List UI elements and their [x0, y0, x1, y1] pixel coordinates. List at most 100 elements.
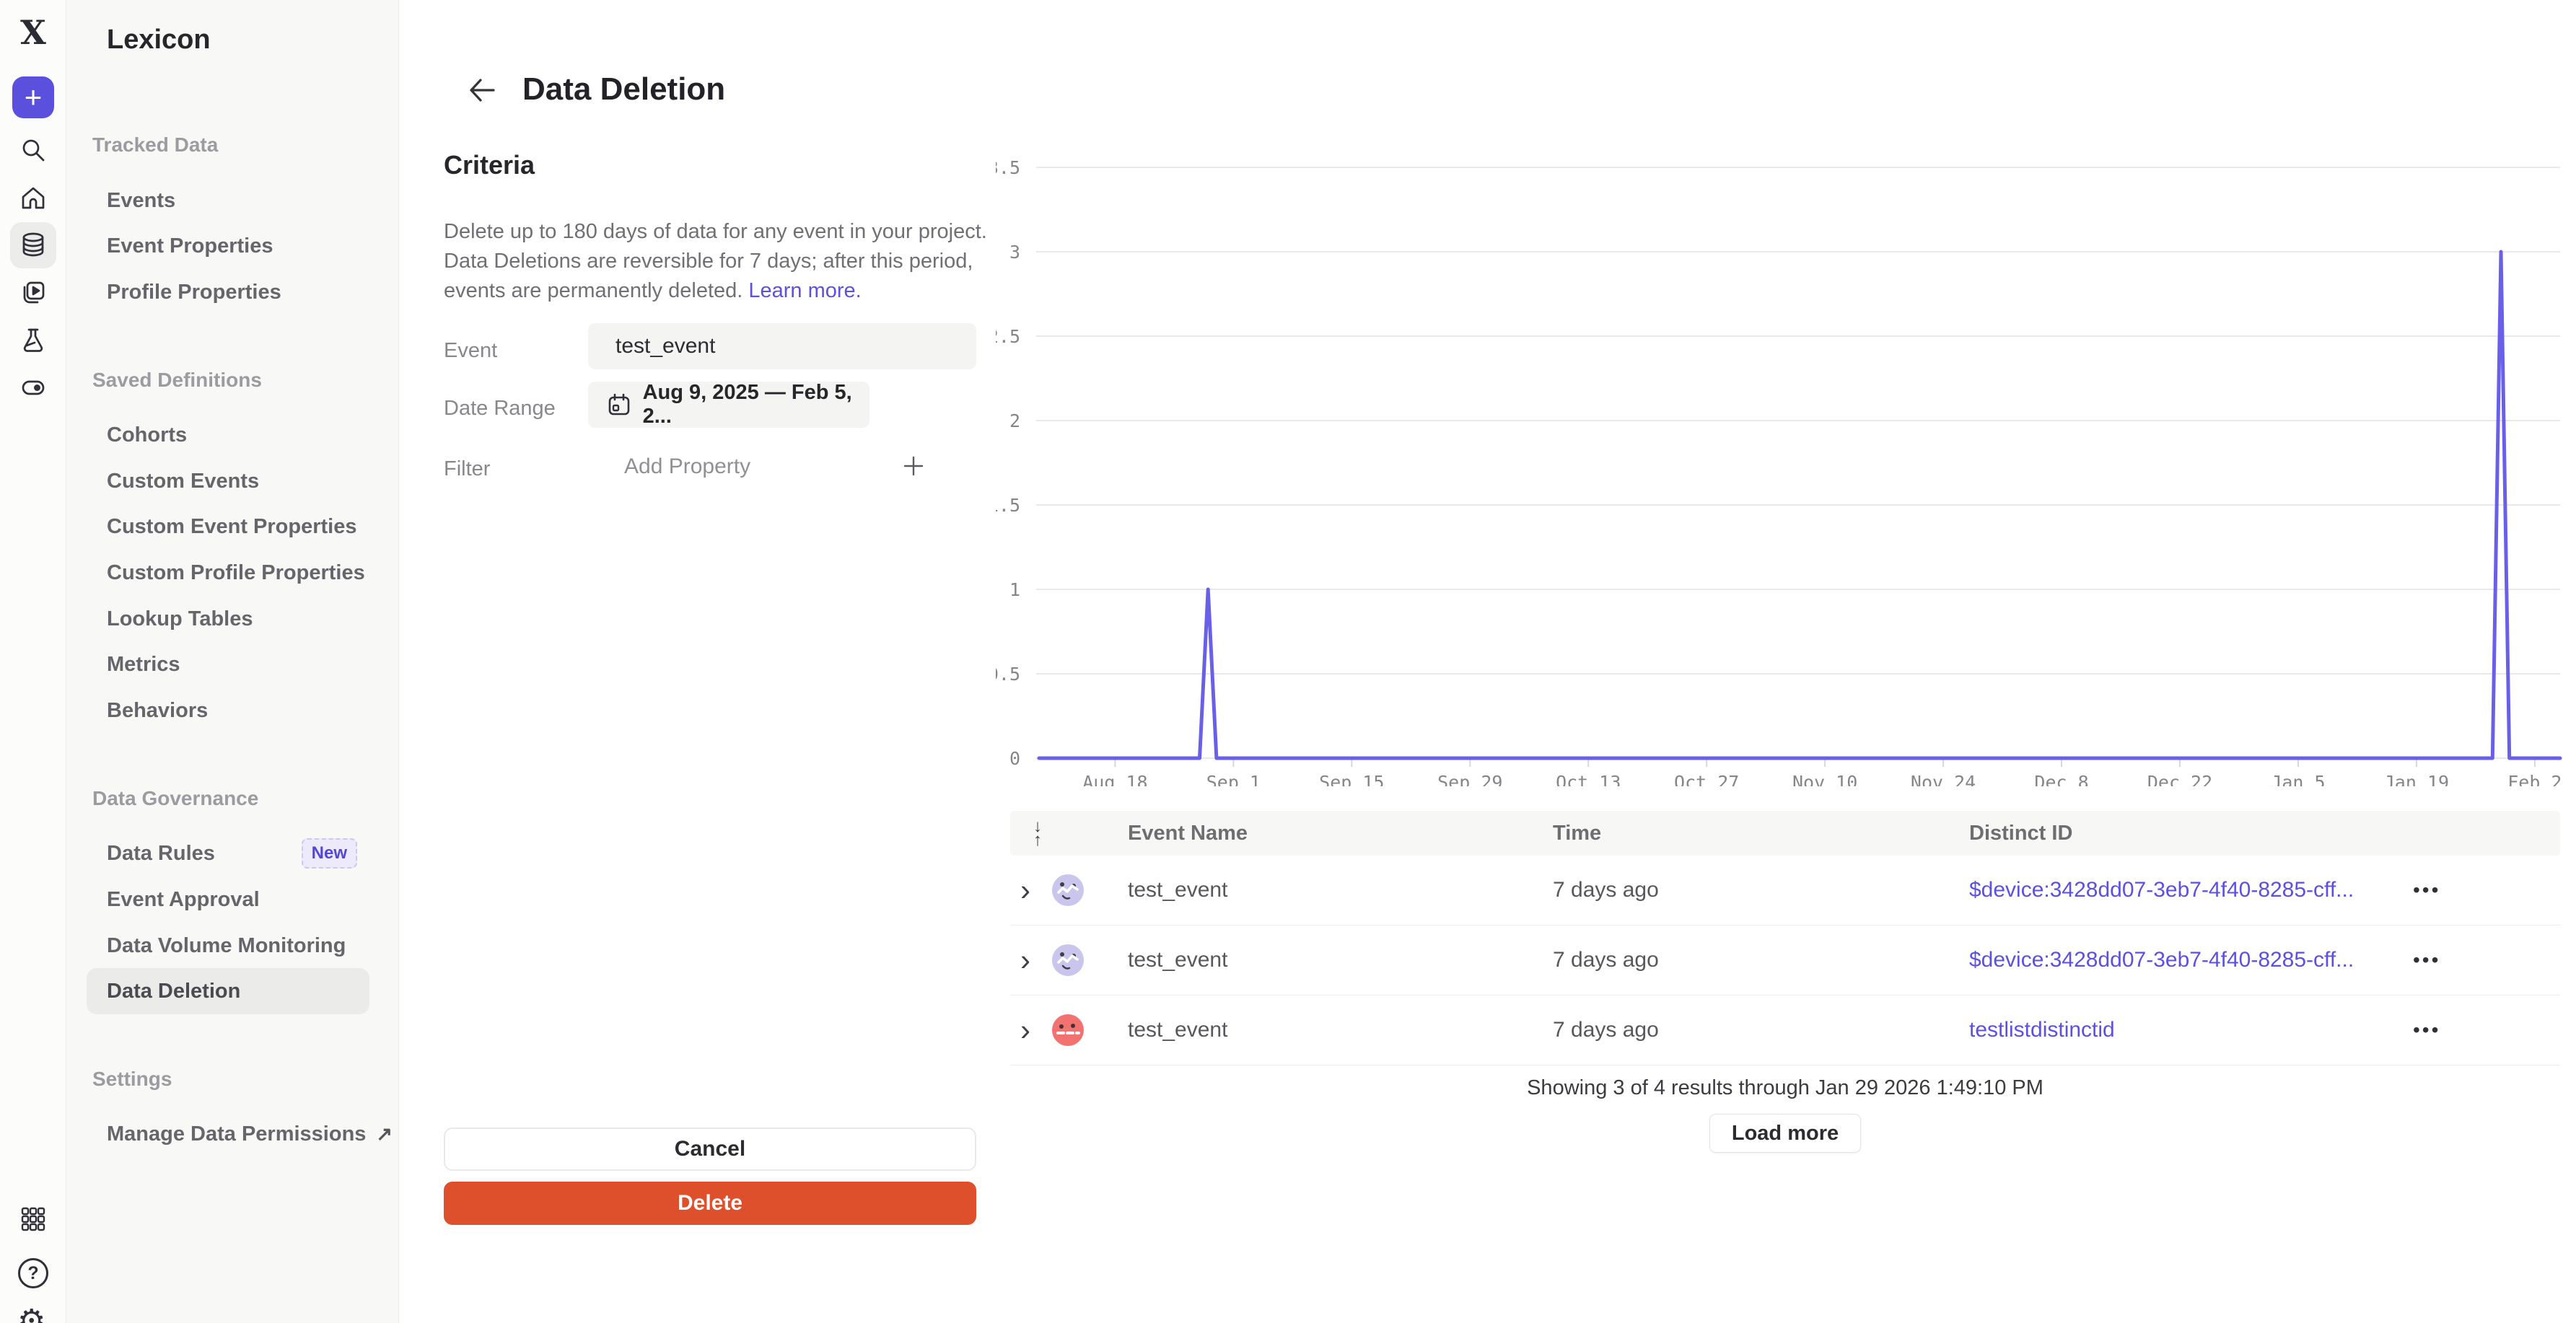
- feature-flags-toggle-icon[interactable]: [17, 372, 49, 404]
- svg-text:0: 0: [1009, 748, 1020, 769]
- add-property-placeholder[interactable]: Add Property: [624, 454, 751, 478]
- column-header-event-name: Event Name: [1128, 821, 1248, 845]
- search-icon[interactable]: [17, 134, 49, 166]
- sidebar-item-event-properties[interactable]: Event Properties: [107, 234, 273, 258]
- sidebar-item-data-volume-monitoring[interactable]: Data Volume Monitoring: [107, 934, 346, 957]
- sidebar-item-metrics[interactable]: Metrics: [107, 653, 180, 676]
- svg-text:Oct 13: Oct 13: [1556, 772, 1621, 786]
- results-summary: Showing 3 of 4 results through Jan 29 20…: [1527, 1076, 2043, 1099]
- distinct-id-link[interactable]: testlistdistinctid: [1969, 1018, 2115, 1042]
- table-row[interactable]: › test_event 7 days ago testlistdistinct…: [1010, 995, 2560, 1065]
- mixpanel-logo-icon: X: [20, 13, 46, 52]
- sidebar-item-custom-profile-properties[interactable]: Custom Profile Properties: [107, 561, 365, 584]
- row-more-button[interactable]: •••: [2413, 949, 2441, 971]
- criteria-heading: Criteria: [444, 150, 535, 180]
- table-row[interactable]: › test_event 7 days ago $device:3428dd07…: [1010, 926, 2560, 995]
- new-badge: New: [301, 838, 357, 869]
- svg-text:Oct 27: Oct 27: [1674, 772, 1739, 786]
- row-more-button[interactable]: •••: [2413, 879, 2441, 901]
- cancel-button[interactable]: Cancel: [444, 1128, 976, 1171]
- plus-icon: [903, 456, 924, 476]
- section-tracked-data: Tracked Data: [92, 133, 219, 156]
- external-link-icon: ↗: [376, 1123, 393, 1145]
- filter-field-label: Filter: [444, 457, 491, 480]
- home-icon[interactable]: [17, 183, 49, 214]
- sidebar-item-profile-properties[interactable]: Profile Properties: [107, 281, 281, 304]
- create-new-button[interactable]: +: [12, 76, 54, 118]
- svg-text:2.5: 2.5: [996, 326, 1020, 347]
- event-avatar-red: [1052, 1014, 1084, 1046]
- experiments-flask-icon[interactable]: [17, 324, 49, 356]
- event-name-cell: test_event: [1128, 948, 1228, 972]
- sidebar-item-custom-event-properties[interactable]: Custom Event Properties: [107, 515, 357, 538]
- event-time-cell: 7 days ago: [1553, 1018, 1659, 1042]
- sidebar-title: Lexicon: [107, 25, 211, 55]
- svg-text:Nov 10: Nov 10: [1792, 772, 1857, 786]
- event-volume-chart: 0 0.5 1 1.5 2 2.5 3 3.5 Aug 18 Sep 1 Sep 15 Sep 29 O…: [988, 151, 2569, 793]
- svg-text:Sep 1: Sep 1: [1206, 772, 1261, 786]
- svg-text:Sep 29: Sep 29: [1437, 772, 1502, 786]
- svg-text:Jan 5: Jan 5: [2271, 772, 2325, 786]
- date-range-picker[interactable]: Aug 9, 2025 — Feb 5, 2...: [588, 381, 869, 428]
- plus-icon: +: [24, 80, 43, 114]
- add-filter-button[interactable]: [899, 452, 928, 480]
- sidebar-item-behaviors[interactable]: Behaviors: [107, 699, 209, 722]
- sidebar-item-events[interactable]: Events: [107, 189, 176, 212]
- sidebar-item-data-rules[interactable]: Data Rules New: [107, 838, 357, 869]
- learn-more-link[interactable]: Learn more.: [748, 279, 862, 302]
- row-expand-chevron[interactable]: ›: [1020, 1013, 1030, 1047]
- sidebar-item-data-deletion-selected[interactable]: Data Deletion: [87, 968, 369, 1014]
- svg-text:Sep 15: Sep 15: [1319, 772, 1384, 786]
- svg-text:0.5: 0.5: [996, 664, 1020, 685]
- table-header-row: ↓ ↑ Event Name Time Distinct ID: [1010, 811, 2560, 856]
- svg-text:1: 1: [1009, 579, 1020, 600]
- sidebar-item-cohorts[interactable]: Cohorts: [107, 423, 188, 447]
- svg-text:3: 3: [1009, 242, 1020, 263]
- svg-text:3.5: 3.5: [996, 157, 1020, 178]
- database-icon: [22, 232, 44, 257]
- svg-text:Aug 18: Aug 18: [1082, 772, 1147, 786]
- sidebar-item-event-approval[interactable]: Event Approval: [107, 888, 260, 911]
- svg-text:2: 2: [1009, 410, 1020, 431]
- event-name-cell: test_event: [1128, 1018, 1228, 1042]
- distinct-id-link[interactable]: $device:3428dd07-3eb7-4f40-8285-cff...: [1969, 948, 2354, 972]
- load-more-button[interactable]: Load more: [1709, 1114, 1862, 1153]
- section-saved-definitions: Saved Definitions: [92, 369, 262, 391]
- event-input[interactable]: test_event: [588, 323, 976, 369]
- event-time-cell: 7 days ago: [1553, 878, 1659, 902]
- delete-button[interactable]: Delete: [444, 1182, 976, 1225]
- line-chart: 0 0.5 1 1.5 2 2.5 3 3.5 Aug 18 Sep 1 Sep 15 Sep 29 O…: [988, 157, 2562, 793]
- back-button[interactable]: [465, 74, 499, 108]
- icon-rail: X + ? ⚙: [0, 0, 66, 1323]
- row-more-button[interactable]: •••: [2413, 1019, 2441, 1041]
- data-management-icon-selected[interactable]: [10, 222, 56, 268]
- sidebar-item-custom-events[interactable]: Custom Events: [107, 470, 260, 493]
- section-settings: Settings: [92, 1068, 172, 1090]
- apps-grid-icon[interactable]: [17, 1203, 49, 1235]
- event-avatar-lavender: [1052, 944, 1084, 976]
- svg-text:Nov 24: Nov 24: [1911, 772, 1976, 786]
- svg-text:Dec 8: Dec 8: [2034, 772, 2088, 786]
- criteria-description: Delete up to 180 days of data for any ev…: [444, 220, 987, 302]
- event-field-label: Event: [444, 339, 498, 362]
- collapse-rows-icon[interactable]: ↓ ↑: [1033, 817, 1042, 850]
- settings-gear-icon[interactable]: ⚙: [17, 1304, 46, 1323]
- distinct-id-link[interactable]: $device:3428dd07-3eb7-4f40-8285-cff...: [1969, 878, 2354, 902]
- column-header-distinct-id: Distinct ID: [1969, 821, 2073, 845]
- boards-icon[interactable]: [17, 276, 49, 308]
- row-expand-chevron[interactable]: ›: [1020, 873, 1030, 907]
- table-row[interactable]: › test_event 7 days ago $device:3428dd07…: [1010, 856, 2560, 926]
- sidebar-item-manage-data-permissions[interactable]: Manage Data Permissions ↗: [107, 1119, 393, 1149]
- lexicon-sidebar: Lexicon Tracked Data Events Event Proper…: [66, 0, 399, 1323]
- help-icon[interactable]: ?: [18, 1258, 48, 1288]
- event-avatar-lavender: [1052, 874, 1084, 906]
- results-table: ↓ ↑ Event Name Time Distinct ID › test_ev…: [1010, 811, 2560, 1065]
- svg-text:1.5: 1.5: [996, 495, 1020, 516]
- date-range-field-label: Date Range: [444, 397, 556, 420]
- event-name-cell: test_event: [1128, 878, 1228, 902]
- sidebar-item-lookup-tables[interactable]: Lookup Tables: [107, 607, 253, 630]
- date-range-value: Aug 9, 2025 — Feb 5, 2...: [642, 381, 852, 428]
- svg-text:Dec 22: Dec 22: [2147, 772, 2212, 786]
- row-expand-chevron[interactable]: ›: [1020, 943, 1030, 977]
- svg-text:Feb 2: Feb 2: [2507, 772, 2562, 786]
